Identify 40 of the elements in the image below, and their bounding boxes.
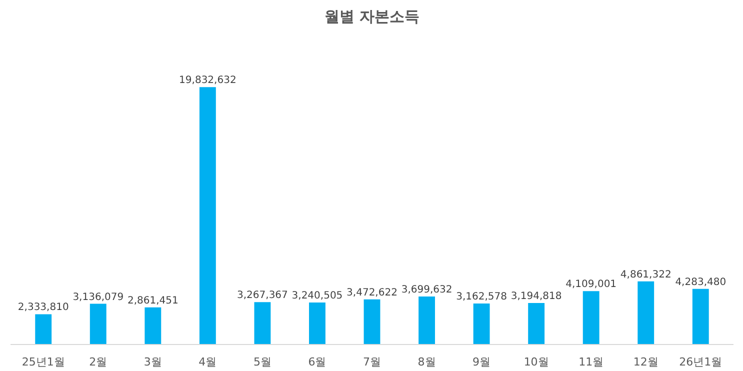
bar — [692, 288, 709, 344]
x-tick-label: 26년1월 — [679, 356, 722, 368]
x-tick-label: 3월 — [144, 356, 162, 368]
bar — [199, 87, 216, 344]
data-label: 3,267,367 — [237, 290, 288, 302]
x-tick-label: 4월 — [198, 356, 217, 368]
bar — [418, 296, 435, 344]
bar — [35, 314, 52, 344]
bar — [528, 303, 545, 344]
x-tick-label: 11월 — [578, 356, 604, 368]
x-tick-label: 5월 — [253, 356, 272, 368]
data-label: 2,861,451 — [127, 295, 178, 306]
bar — [638, 281, 654, 344]
bar — [90, 304, 106, 344]
bar — [309, 302, 326, 344]
data-label: 3,472,622 — [346, 287, 398, 298]
bar — [473, 303, 490, 344]
x-tick-label: 12월 — [633, 356, 658, 368]
bar — [364, 299, 380, 344]
data-label: 3,162,578 — [456, 291, 508, 302]
data-label: 3,136,079 — [72, 292, 124, 303]
x-tick-label: 25년1월 — [22, 356, 65, 368]
x-tick-label: 7월 — [363, 356, 381, 368]
bar — [582, 291, 600, 344]
data-label: 4,109,001 — [566, 279, 617, 290]
data-label: 19,832,632 — [179, 75, 236, 86]
bar — [144, 307, 162, 344]
x-tick-label: 8월 — [418, 356, 436, 368]
data-label: 3,240,505 — [292, 290, 343, 302]
chart-title: 월별 자본소득 — [324, 8, 420, 26]
x-tick-label: 10월 — [524, 356, 549, 368]
data-label: 3,699,632 — [401, 284, 452, 296]
data-label: 2,333,810 — [18, 302, 69, 314]
data-label: 3,194,818 — [510, 291, 562, 302]
bar — [254, 302, 271, 344]
x-tick-label: 2월 — [89, 356, 108, 368]
x-tick-label: 6월 — [308, 356, 326, 368]
data-label: 4,861,322 — [620, 269, 672, 280]
data-label: 4,283,480 — [675, 276, 726, 288]
x-tick-label: 9월 — [472, 356, 491, 368]
